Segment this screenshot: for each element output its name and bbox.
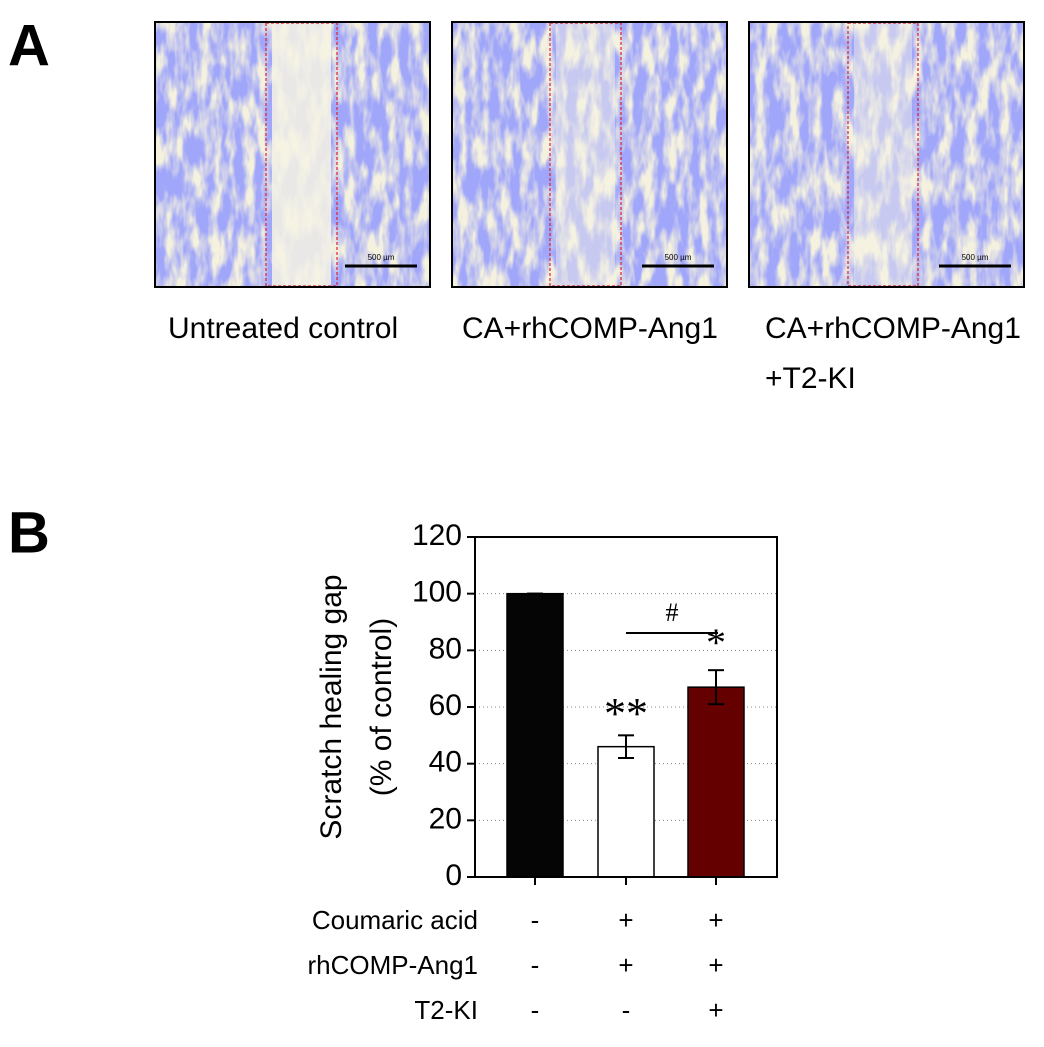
- y-tick-label: 0: [445, 859, 462, 892]
- treatment-mark: +: [708, 995, 723, 1025]
- scale-bar-label: 500 µm: [665, 253, 692, 262]
- panel-label: A: [8, 13, 50, 78]
- treatment-mark: -: [531, 950, 540, 980]
- y-tick-label: 80: [429, 632, 462, 665]
- micrograph-frame: [154, 21, 431, 288]
- treatment-mark: +: [708, 905, 723, 935]
- bar: [506, 592, 564, 878]
- y-axis-label: Scratch healing gap: [315, 574, 348, 839]
- image-caption: CA+rhCOMP-Ang1: [765, 312, 1021, 345]
- image-caption: CA+rhCOMP-Ang1: [462, 312, 718, 345]
- significance-mark: **: [604, 689, 648, 738]
- scratch-gap: [272, 22, 331, 287]
- treatment-mark: +: [618, 905, 633, 935]
- treatment-mark: +: [708, 950, 723, 980]
- cell-texture: [452, 22, 727, 287]
- treatment-mark: +: [618, 950, 633, 980]
- micrograph-frame: [451, 21, 728, 288]
- scale-bar-label: 500 µm: [962, 253, 989, 262]
- treatment-mark: -: [531, 995, 540, 1025]
- significance-mark: #: [666, 598, 679, 627]
- y-tick-label: 40: [429, 746, 462, 779]
- treatment-name: T2-KI: [414, 995, 478, 1025]
- scratch-gap: [556, 22, 615, 287]
- treatment-mark: -: [531, 905, 540, 935]
- y-axis-label: (% of control): [365, 618, 398, 796]
- image-caption: Untreated control: [168, 312, 398, 345]
- y-tick-label: 20: [429, 802, 462, 835]
- bar: [597, 745, 655, 878]
- error-bar: [708, 669, 724, 706]
- y-tick-label: 60: [429, 689, 462, 722]
- significance-mark: *: [706, 620, 726, 665]
- cell-texture: [749, 22, 1024, 287]
- image-caption: +T2-KI: [765, 362, 856, 395]
- y-tick-label: 100: [412, 576, 462, 609]
- panel-label: B: [8, 500, 50, 565]
- micrograph-frame: [748, 21, 1025, 288]
- bar: [687, 686, 745, 878]
- error-bar: [618, 734, 634, 759]
- treatment-name: rhCOMP-Ang1: [308, 950, 479, 980]
- scratch-gap: [854, 22, 912, 287]
- plot-frame: [474, 536, 778, 878]
- treatment-mark: -: [622, 995, 631, 1025]
- scale-bar-label: 500 µm: [368, 253, 395, 262]
- y-tick-label: 120: [412, 519, 462, 552]
- treatment-name: Coumaric acid: [312, 905, 478, 935]
